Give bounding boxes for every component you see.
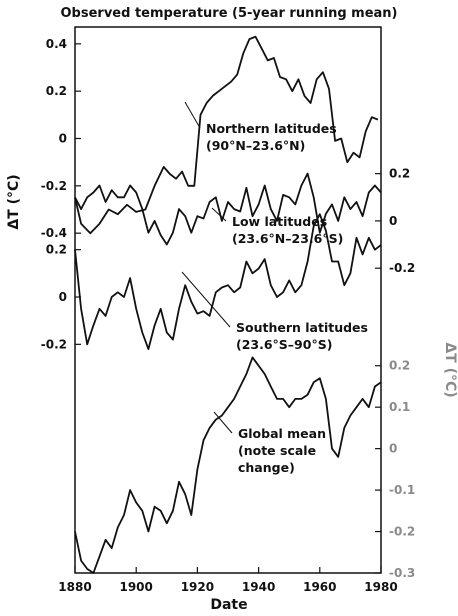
x-tick-label-0: 1880 <box>58 580 91 594</box>
series-layer <box>74 35 382 574</box>
annotation-leader-0 <box>184 101 201 129</box>
y-tick-label-3-1: 0.1 <box>389 400 410 414</box>
annotation-leader-2 <box>181 271 231 328</box>
annotation-0-0: Northern latitudes <box>206 121 337 136</box>
y-tick-label-3-0: 0.2 <box>389 359 410 373</box>
y-tick-label-2-1: 0 <box>59 290 67 304</box>
y-tick-label-1-1: 0 <box>389 214 397 228</box>
annotation-3-0: Global mean <box>238 426 326 441</box>
y-tick-label-3-5: -0.3 <box>389 566 415 580</box>
y-tick-label-1-0: 0.2 <box>389 167 410 181</box>
x-tick-label-1: 1900 <box>119 580 152 594</box>
y-tick-label-0-3: -0.2 <box>41 179 67 193</box>
x-tick-label-4: 1960 <box>303 580 336 594</box>
y-tick-label-0-0: 0.4 <box>46 37 67 51</box>
y-tick-label-0-1: 0.2 <box>46 84 67 98</box>
y-tick-label-1-2: -0.2 <box>389 261 415 275</box>
x-axis-title: Date <box>210 597 247 613</box>
annotation-2-0: Southern latitudes <box>236 320 368 335</box>
y-tick-label-2-0: 0.2 <box>46 243 67 257</box>
series-line-1 <box>74 172 382 246</box>
y-axis-title-left: ΔT (°C) <box>6 174 22 229</box>
y-tick-label-0-2: 0 <box>59 132 67 146</box>
plot-frame <box>74 26 382 574</box>
annotation-layer: Northern latitudes (90°N–23.6°N) Low latit… <box>181 101 368 475</box>
y-axis-title-right-gray: ΔT (°C) <box>442 342 458 397</box>
series-line-3 <box>74 356 382 574</box>
series-line-2 <box>74 213 382 350</box>
tick-layer: 0.4 0.2 0 -0.2 -0.4 0.2 0 -0.2 0.2 0 -0.2 0.2 0.1 0 -0… <box>41 37 416 594</box>
x-tick-label-5: 1980 <box>364 580 397 594</box>
chart-title: Observed temperature (5-year running mea… <box>61 6 398 21</box>
y-tick-label-3-2: 0 <box>389 442 397 456</box>
x-tick-label-3: 1940 <box>242 580 275 594</box>
annotation-leader-1 <box>211 207 227 222</box>
annotation-1-1: (23.6°N–23.6°S) <box>232 231 343 246</box>
x-tick-label-2: 1920 <box>181 580 214 594</box>
annotation-3-2: change) <box>238 460 295 475</box>
series-line-0 <box>74 35 379 235</box>
annotation-1-0: Low latitudes <box>232 214 327 229</box>
y-tick-label-3-4: -0.2 <box>389 525 415 539</box>
y-tick-label-0-4: -0.4 <box>41 226 67 240</box>
annotation-0-1: (90°N–23.6°N) <box>206 138 305 153</box>
y-tick-label-3-3: -0.1 <box>389 483 415 497</box>
annotation-3-1: (note scale <box>238 443 316 458</box>
annotation-leader-3 <box>213 411 233 434</box>
annotation-2-1: (23.6°S–90°S) <box>236 337 332 352</box>
y-tick-label-2-2: -0.2 <box>41 337 67 351</box>
